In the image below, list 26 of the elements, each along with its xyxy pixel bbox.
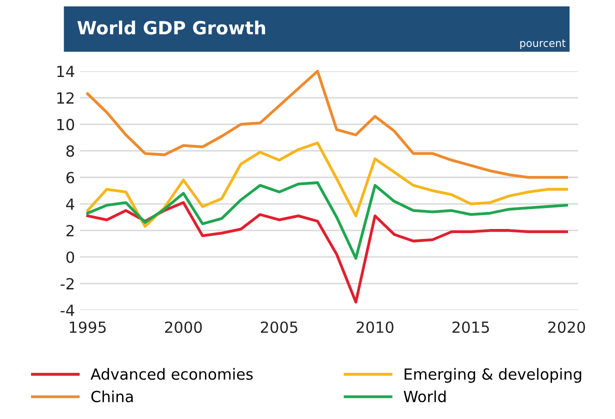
y-tick-label: 8 (66, 145, 74, 157)
y-tick-label: 6 (66, 172, 74, 184)
legend-label: World (404, 390, 446, 402)
y-tick-label: 4 (66, 198, 74, 210)
y-tick-label: 2 (66, 224, 74, 236)
y-tick-label: 10 (57, 118, 74, 130)
x-tick-label: 1995 (70, 321, 106, 333)
y-tick-label: -4 (60, 304, 74, 316)
y-tick-label: 0 (66, 251, 74, 264)
legend-label: China (91, 390, 133, 402)
legend-label: Advanced economies (90, 368, 253, 380)
line-series (86, 141, 568, 228)
line-series (86, 201, 568, 304)
chart-subtitle: pourcent (520, 40, 566, 50)
y-tick-label: -2 (60, 278, 74, 290)
chart-title: World GDP Growth (77, 20, 266, 35)
y-tick-label: 12 (57, 92, 74, 104)
x-tick-label: 2020 (548, 321, 586, 333)
x-tick-label: 2000 (165, 321, 202, 333)
legend-label: Emerging & developing (404, 368, 582, 383)
y-tick-label: 14 (57, 66, 74, 78)
line-series (86, 70, 568, 179)
x-tick-label: 2015 (452, 321, 489, 333)
x-tick-label: 2010 (356, 321, 394, 333)
x-tick-label: 2005 (260, 321, 298, 333)
line-series (86, 181, 568, 260)
